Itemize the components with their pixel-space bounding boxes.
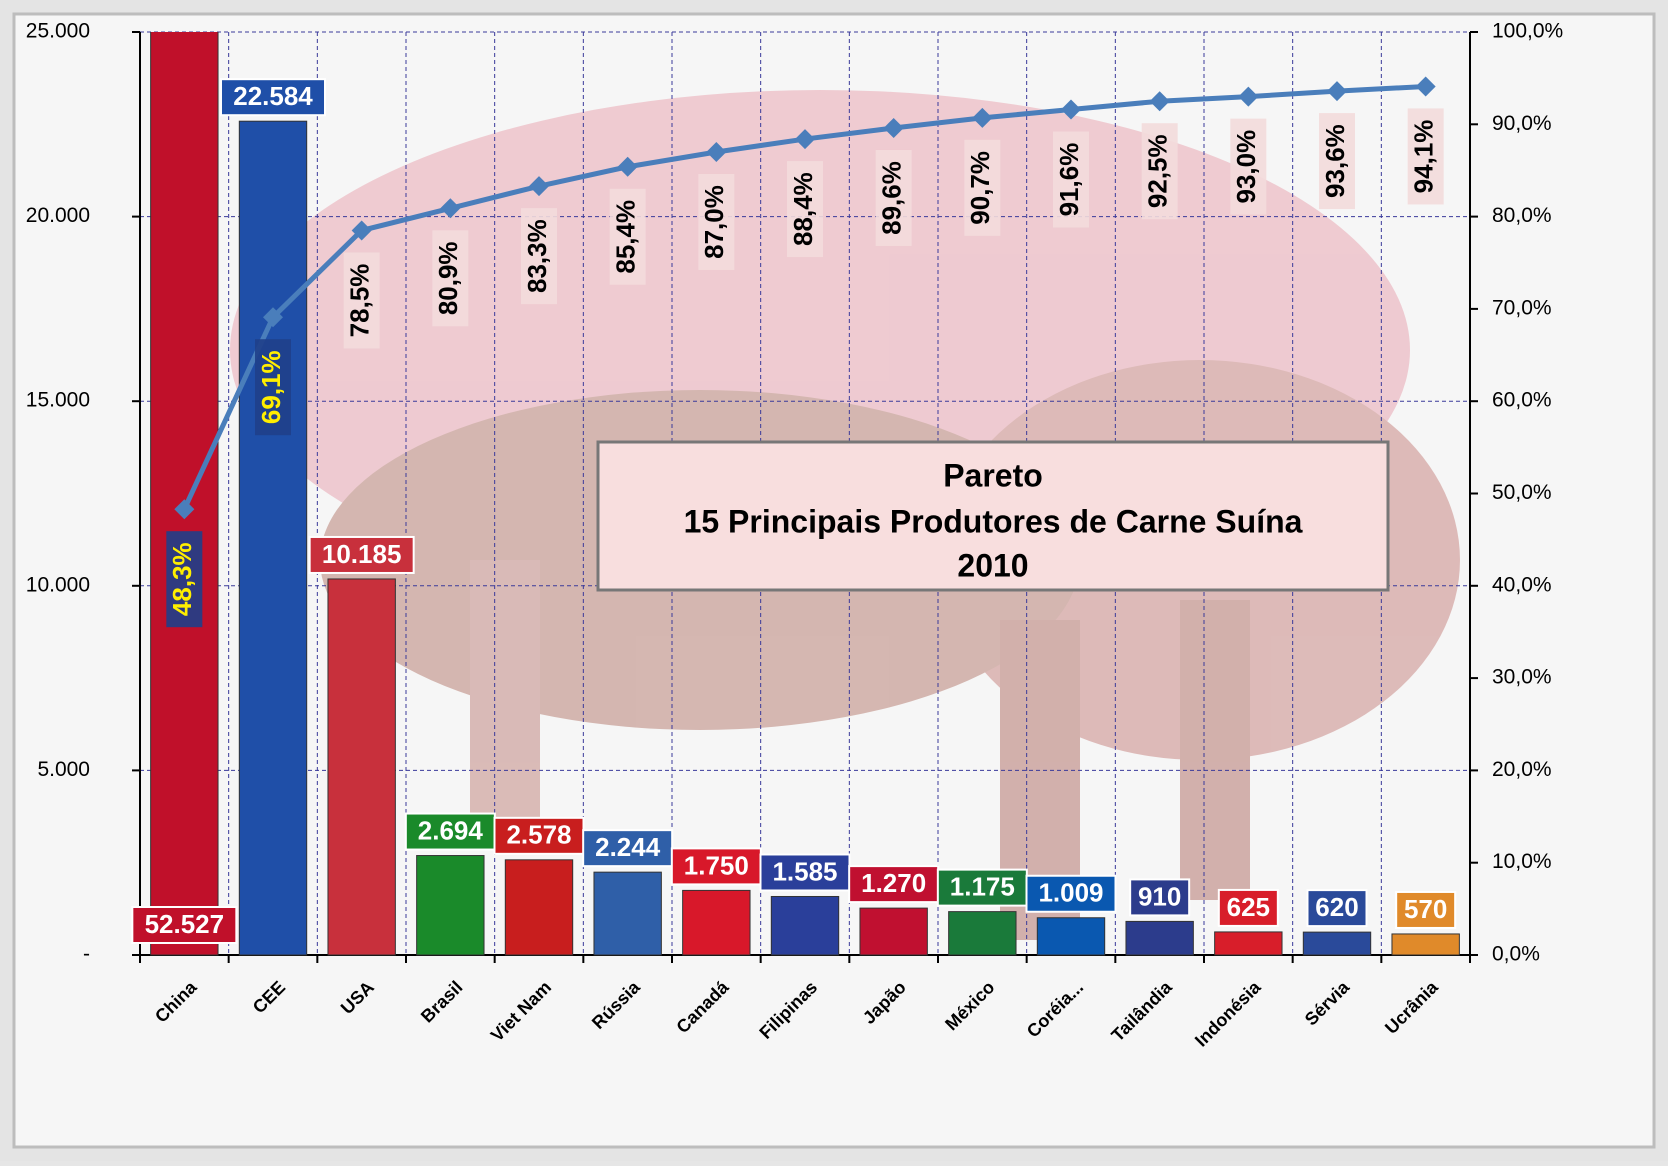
bar	[1215, 932, 1282, 955]
y2-tick-label: 90,0%	[1492, 112, 1552, 135]
y2-tick-label: 50,0%	[1492, 481, 1552, 504]
chart-title: Pareto	[943, 457, 1043, 493]
line-label: 85,4%	[611, 200, 641, 274]
line-label: 87,0%	[699, 185, 729, 259]
value-label: 1.009	[1038, 878, 1103, 908]
value-label: 1.270	[861, 868, 926, 898]
value-label: 570	[1404, 894, 1447, 924]
chart-title: 2010	[957, 547, 1028, 583]
line-label: 88,4%	[788, 172, 818, 246]
chart-title: 15 Principais Produtores de Carne Suína	[684, 503, 1303, 539]
bar	[328, 579, 395, 955]
value-label: 625	[1227, 892, 1270, 922]
line-label: 80,9%	[433, 241, 463, 315]
value-label: 2.694	[418, 815, 484, 845]
value-label: 2.244	[595, 832, 661, 862]
bar	[417, 856, 484, 955]
line-label: 89,6%	[877, 161, 907, 235]
value-label: 620	[1315, 892, 1358, 922]
y2-tick-label: 0,0%	[1492, 943, 1540, 966]
value-label: 1.175	[950, 871, 1015, 901]
value-label: 1.585	[772, 856, 837, 886]
bar	[505, 860, 572, 955]
y-tick-label: 15.000	[26, 389, 90, 412]
bar	[771, 896, 838, 955]
line-label: 93,0%	[1231, 130, 1261, 204]
y2-tick-label: 80,0%	[1492, 204, 1552, 227]
value-label: 1.750	[684, 850, 749, 880]
y2-tick-label: 10,0%	[1492, 850, 1552, 873]
y2-tick-label: 60,0%	[1492, 389, 1552, 412]
line-label: 78,5%	[345, 264, 375, 338]
bar	[1126, 921, 1193, 955]
line-label: 91,6%	[1054, 143, 1084, 217]
y-tick-label: 5.000	[37, 758, 90, 781]
bar	[949, 912, 1016, 955]
value-label: 910	[1138, 881, 1181, 911]
bar	[1303, 932, 1370, 955]
value-label: 22.584	[233, 81, 313, 111]
line-label: 69,1%	[256, 350, 286, 424]
y2-tick-label: 100,0%	[1492, 20, 1563, 43]
line-label: 94,1%	[1409, 120, 1439, 194]
y2-tick-label: 40,0%	[1492, 573, 1552, 596]
bar	[1037, 918, 1104, 955]
bar	[239, 121, 306, 955]
y-tick-label: 20.000	[26, 204, 90, 227]
y-tick-label: 10.000	[26, 573, 90, 596]
value-label: 10.185	[322, 539, 402, 569]
y2-tick-label: 70,0%	[1492, 296, 1552, 319]
line-label: 93,6%	[1320, 124, 1350, 198]
line-label: 92,5%	[1143, 134, 1173, 208]
value-label: 52.527	[145, 909, 225, 939]
y2-tick-label: 20,0%	[1492, 758, 1552, 781]
y2-tick-label: 30,0%	[1492, 666, 1552, 689]
line-label: 90,7%	[965, 151, 995, 225]
y-tick-label: -	[83, 943, 90, 966]
bar	[151, 0, 218, 955]
line-label: 48,3%	[167, 542, 197, 616]
y-tick-label: 25.000	[26, 20, 90, 43]
value-label: 2.578	[506, 820, 571, 850]
bar	[1392, 934, 1459, 955]
chart: - 5.000 10.000 15.000 20.000 25.000 0,0% 10,0% 2…	[0, 0, 1668, 1161]
bar	[594, 872, 661, 955]
bar	[683, 890, 750, 955]
bar	[860, 908, 927, 955]
line-label: 83,3%	[522, 219, 552, 293]
